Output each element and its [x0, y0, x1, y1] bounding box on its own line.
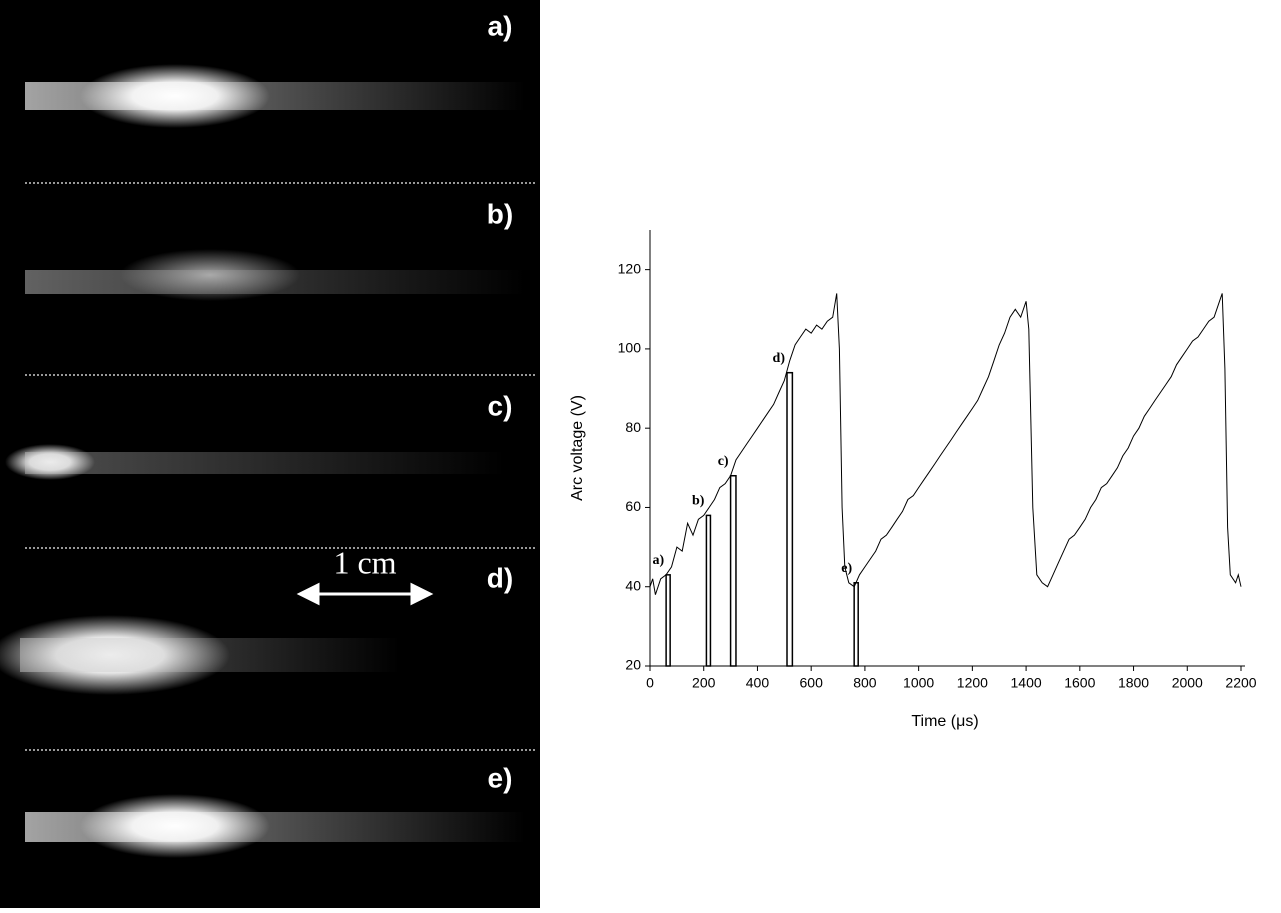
- frame-marker-label: a): [652, 553, 664, 568]
- frame-label: d): [487, 562, 513, 593]
- frame-separators: [25, 182, 535, 751]
- x-tick-label: 200: [692, 675, 716, 691]
- plume: [80, 794, 270, 858]
- y-tick-label: 100: [618, 340, 642, 356]
- frame-marker-label: c): [718, 454, 729, 469]
- x-tick-label: 2200: [1225, 675, 1256, 691]
- x-tick-label: 1600: [1064, 675, 1095, 691]
- frame-label: a): [488, 10, 513, 41]
- frame-marker-label: b): [692, 494, 705, 509]
- frame-marker: [705, 514, 712, 667]
- y-tick-label: 120: [618, 260, 642, 276]
- frame-label: e): [488, 762, 513, 793]
- y-axis-title: Arc voltage (V): [569, 395, 586, 501]
- frame-marker: [729, 474, 737, 667]
- frame-label: b): [487, 198, 513, 229]
- x-tick-label: 600: [800, 675, 824, 691]
- plasma-frames: [0, 64, 525, 858]
- x-tick-label: 800: [853, 675, 877, 691]
- frame-marker: [665, 574, 671, 667]
- y-tick-label: 80: [625, 419, 641, 435]
- x-tick-label: 2000: [1172, 675, 1203, 691]
- plume: [120, 249, 300, 301]
- plume: [25, 452, 505, 474]
- x-tick-label: 0: [646, 675, 654, 691]
- voltage-line: [649, 293, 1242, 595]
- frame-marker: [786, 371, 794, 667]
- x-tick-label: 1200: [957, 675, 988, 691]
- scale-arrow: [296, 582, 434, 606]
- x-tick-label: 1000: [903, 675, 934, 691]
- y-tick-label: 60: [625, 498, 641, 514]
- frame-marker-label: d): [773, 351, 786, 366]
- scale-label: 1 cm: [333, 544, 396, 580]
- plume: [80, 64, 270, 128]
- frame-marker: [853, 582, 859, 667]
- y-tick-label: 20: [625, 657, 641, 673]
- chart: Time (μs) Arc voltage (V) 20 40 60 80 100 120…: [569, 230, 1257, 730]
- plume: [20, 638, 400, 672]
- x-axis-title: Time (μs): [911, 713, 978, 730]
- x-tick-label: 1400: [1011, 675, 1042, 691]
- image-panel: a) b) c) d) e) 1 cm: [0, 0, 540, 908]
- x-tick-label: 1800: [1118, 675, 1149, 691]
- frame-label: c): [488, 390, 513, 421]
- x-tick-label: 400: [746, 675, 770, 691]
- frame-marker-label: e): [841, 561, 852, 576]
- y-tick-label: 40: [625, 577, 641, 593]
